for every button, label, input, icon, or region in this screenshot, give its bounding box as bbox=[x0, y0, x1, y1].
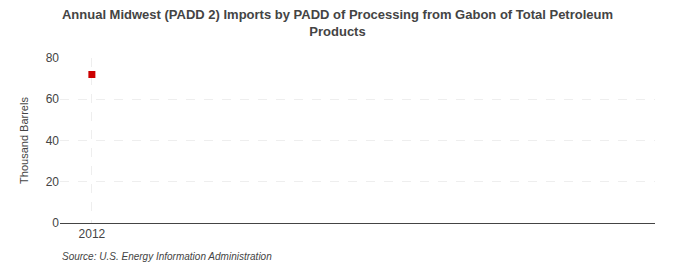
svg-text:2012: 2012 bbox=[79, 227, 106, 241]
svg-text:Source: U.S. Energy Informatio: Source: U.S. Energy Information Administ… bbox=[62, 251, 272, 262]
svg-text:80: 80 bbox=[46, 51, 60, 65]
svg-text:20: 20 bbox=[46, 175, 60, 189]
svg-text:60: 60 bbox=[46, 92, 60, 106]
svg-text:Annual Midwest (PADD 2) Import: Annual Midwest (PADD 2) Imports by PADD … bbox=[62, 7, 613, 39]
svg-text:Thousand Barrels: Thousand Barrels bbox=[18, 97, 30, 184]
svg-text:40: 40 bbox=[46, 134, 60, 148]
svg-text:0: 0 bbox=[52, 216, 59, 230]
